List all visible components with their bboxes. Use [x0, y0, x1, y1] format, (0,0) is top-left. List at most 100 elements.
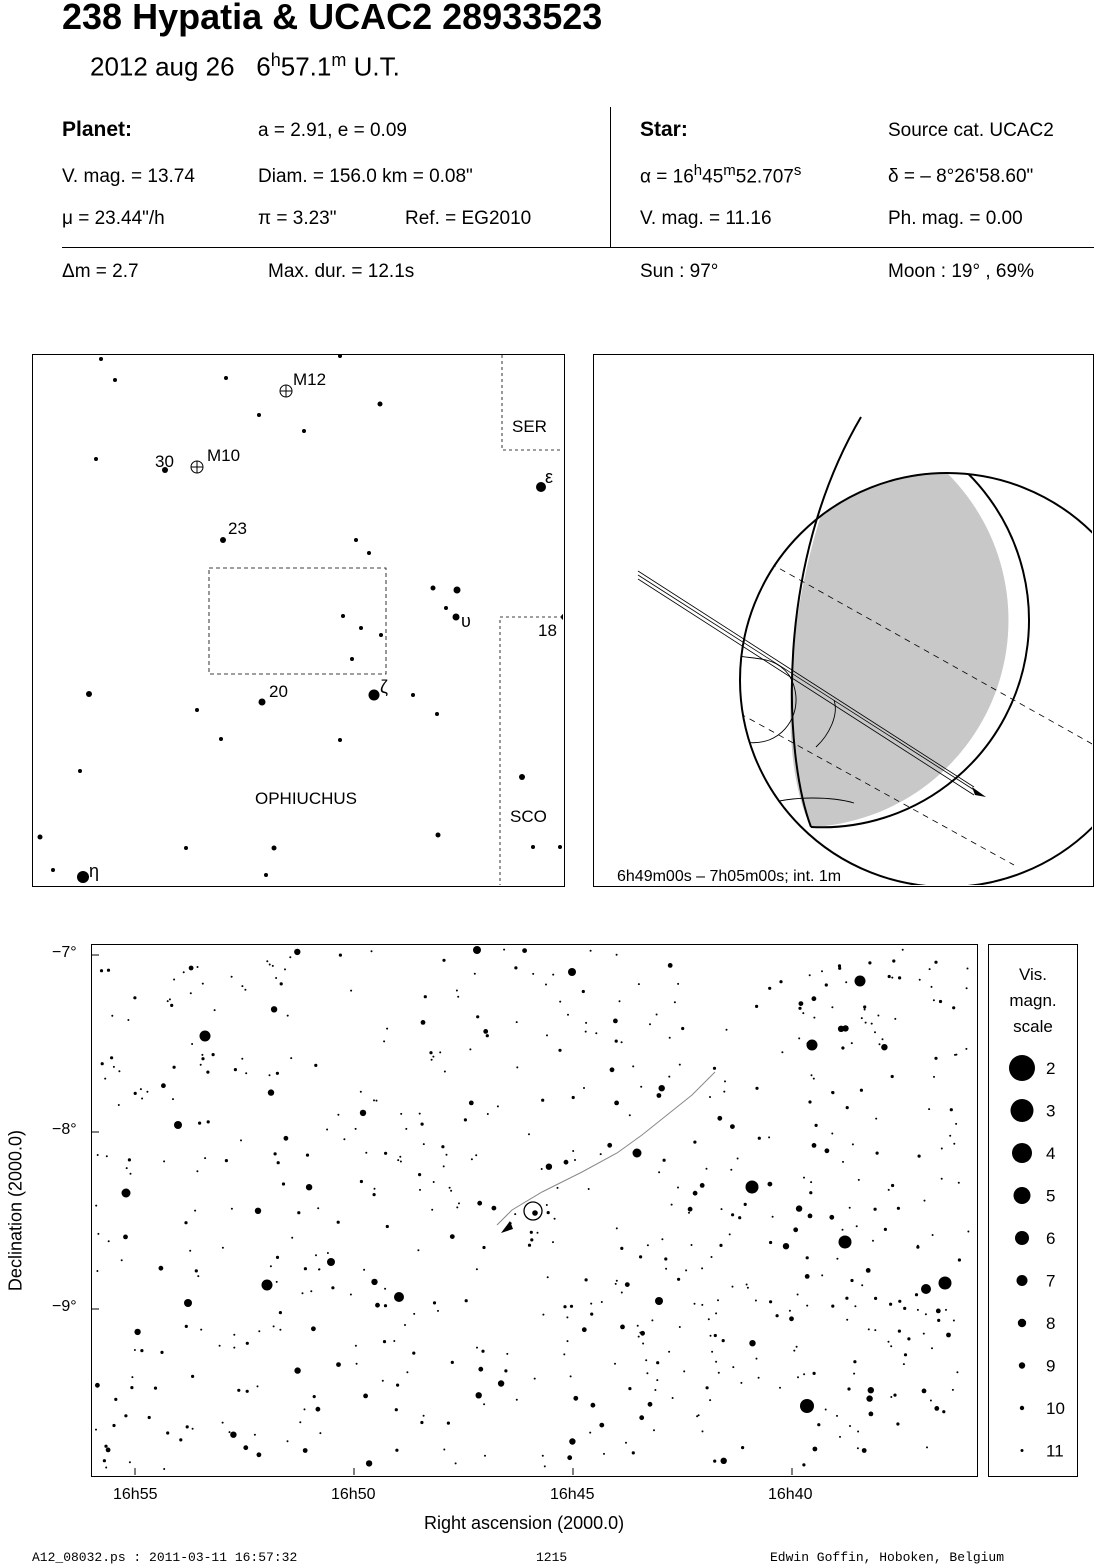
finder-star: [258, 698, 266, 706]
field-star: [645, 1359, 648, 1362]
x-ticks: [92, 954, 793, 1475]
ytick-8: −8°: [52, 1121, 77, 1138]
finder-star: [184, 846, 188, 850]
field-star: [721, 1339, 725, 1343]
field-star: [475, 1154, 478, 1157]
field-star: [133, 1091, 137, 1095]
boundary-sco: [499, 616, 563, 885]
scale-dot-5: [1013, 1187, 1031, 1204]
field-star: [497, 1380, 505, 1387]
field-star: [802, 1463, 806, 1467]
field-star: [527, 1243, 532, 1247]
scale-dot-6: [1015, 1231, 1029, 1245]
field-star: [831, 1304, 835, 1308]
field-star: [654, 1389, 657, 1391]
field-star: [821, 1274, 824, 1277]
field-star: [875, 1117, 878, 1120]
field-star: [271, 964, 274, 967]
field-star: [297, 1211, 301, 1215]
field-star: [949, 1134, 952, 1137]
field-star: [170, 1003, 174, 1007]
field-star: [817, 1423, 821, 1427]
finder-star: [444, 606, 448, 610]
field-star: [646, 1372, 649, 1375]
field-star: [363, 1393, 368, 1399]
field-star: [890, 1074, 894, 1079]
alpha-s-unit: s: [793, 162, 802, 179]
field-star: [337, 1113, 340, 1116]
field-star: [707, 1318, 710, 1321]
label-23: 23: [228, 519, 247, 538]
field-star: [241, 1057, 244, 1060]
bright-star: [854, 975, 866, 987]
field-star: [541, 1098, 545, 1102]
field-star: [781, 1051, 784, 1054]
field-star: [542, 1313, 545, 1316]
field-star: [861, 1448, 867, 1453]
table-divider-vertical: [610, 107, 611, 247]
star-heading: Star:: [640, 118, 688, 141]
field-star: [106, 968, 111, 972]
field-star: [127, 1019, 130, 1021]
field-star: [890, 1345, 893, 1348]
field-star: [945, 1308, 947, 1311]
field-star: [585, 1021, 588, 1024]
field-star: [640, 1085, 643, 1088]
target-star-marker: [523, 1201, 543, 1221]
field-star: [114, 1397, 118, 1401]
scale-dot-2: [1009, 1055, 1035, 1081]
field-star: [755, 1086, 759, 1090]
field-star: [463, 1118, 467, 1122]
label-m12: M12: [293, 370, 326, 389]
field-star: [125, 1167, 128, 1170]
field-star: [375, 1302, 380, 1308]
field-star: [928, 968, 931, 971]
field-star: [146, 1090, 149, 1093]
field-star: [373, 1099, 375, 1102]
field-star: [907, 1337, 911, 1341]
star-delta: δ = – 8°26'58.60": [888, 166, 1034, 187]
finder-star: [377, 401, 383, 407]
field-star: [607, 1142, 613, 1148]
scale-label-6: 6: [1046, 1229, 1055, 1248]
finder-star: [257, 413, 261, 417]
field-star: [420, 1020, 426, 1025]
finder-star: [37, 834, 43, 840]
finder-stars: [37, 355, 563, 883]
finder-star: [453, 586, 461, 594]
bright-star: [184, 1299, 192, 1307]
cluster-m10-icon: [190, 460, 204, 474]
field-star: [179, 1438, 183, 1442]
star-phmag: Ph. mag. = 0.00: [888, 208, 1023, 229]
scale-label-4: 4: [1046, 1144, 1055, 1163]
field-star: [104, 1444, 108, 1448]
field-star: [795, 1205, 803, 1212]
xtick-1655: 16h55: [113, 1486, 158, 1503]
field-star: [200, 1328, 203, 1331]
field-star: [863, 1008, 866, 1011]
field-star: [184, 1221, 188, 1225]
field-star: [442, 958, 446, 962]
moon-info: Moon : 19° , 69%: [888, 261, 1034, 282]
field-star: [951, 1388, 954, 1391]
field-star: [400, 1112, 403, 1115]
field-star: [373, 1187, 376, 1190]
field-star: [810, 1181, 813, 1184]
field-star: [928, 1108, 931, 1111]
field-star: [253, 1433, 256, 1436]
label-zeta: ζ: [380, 677, 388, 697]
field-star: [240, 1139, 242, 1142]
finder-star: [561, 614, 563, 620]
field-star: [371, 1278, 378, 1286]
field-star: [709, 1334, 712, 1337]
field-star: [956, 1371, 959, 1374]
field-star: [241, 985, 244, 988]
field-star: [857, 1430, 860, 1433]
field-star: [655, 1013, 658, 1016]
star-chart: [91, 944, 978, 1477]
field-star: [469, 1048, 472, 1051]
field-star: [310, 1290, 313, 1293]
field-star: [483, 1403, 486, 1406]
field-star: [429, 1051, 433, 1055]
field-star: [887, 974, 891, 979]
